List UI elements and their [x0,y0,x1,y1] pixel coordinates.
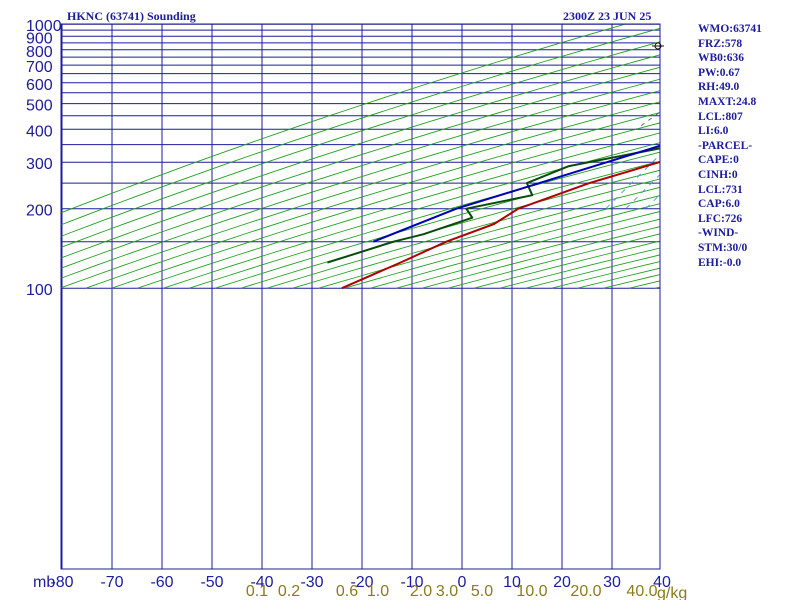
dry-adiabat [111,122,660,289]
dry-adiabat [473,240,660,289]
index-line: MAXT:24.8 [698,95,757,108]
pressure-tick-label: 700 [26,59,53,76]
dry-adiabat [189,151,660,289]
dry-adiabat [344,203,660,289]
pressure-tick-label: 800 [26,44,53,61]
mixing-ratio-label: 20.0 [570,583,601,600]
dry-adiabat [214,160,660,289]
dry-adiabat [61,41,660,237]
pressure-tick-label: 200 [26,203,53,220]
temperature-tick-label: -50 [200,574,223,591]
dry-adiabat [61,78,660,269]
temperature-tick-label: -40 [250,574,273,591]
wind-marker-group [652,42,664,50]
temperature-tick-label: -30 [300,574,323,591]
indices-panel: WMO:63741 FRZ:578 WB0:636 PW:0.67 RH:49.0 MAX… [698,22,798,270]
dry-adiabat [61,24,628,214]
index-line: CAP:6.0 [698,198,740,211]
dry-adiabat [137,132,660,289]
temperature-tick-label: -10 [400,574,423,591]
index-line: CINH:0 [698,168,738,181]
index-line: -WIND- [698,227,739,240]
temperature-line [341,160,660,290]
index-line: CAPE:0 [698,154,739,167]
mixing-ratio-label: 40.0 [626,583,657,600]
temperature-tick-label: 40 [653,574,671,591]
chart-title: HKNC (63741) Sounding [67,9,196,23]
mixing-ratio-unit: g/kg [657,585,687,600]
mixing-ratio-label: 1.0 [367,583,389,600]
pressure-tick-label: 600 [26,77,53,94]
temperature-tick-label: -70 [100,574,123,591]
index-line: LI:6.0 [698,125,729,138]
pressure-tick-label: 1000 [26,18,62,35]
dry-adiabat [61,90,660,279]
mixing-ratio-label: 0.6 [336,583,358,600]
temperature-tick-label: 30 [603,574,621,591]
index-line: -PARCEL- [698,139,753,152]
pressure-tick-label: 500 [26,98,53,115]
dry-adiabat [396,218,660,289]
pressure-tick-label: 400 [26,123,53,140]
index-line: WB0:636 [698,52,744,65]
mixing-ratio-label: 5.0 [471,583,493,600]
pressure-tick-label: 900 [26,30,53,47]
x-unit-label: mb [33,574,55,591]
dry-adiabat [163,142,660,289]
dewpoint-line [327,147,660,264]
index-line: LCL:731 [698,183,743,196]
dry-adiabat [61,54,660,248]
temperature-tick-label: -20 [350,574,373,591]
mixing-ratio-label: 2.0 [410,583,432,600]
chart-subtitle: 2300Z 23 JUN 25 [563,9,651,23]
dry-adiabat [292,186,660,289]
dry-adiabat [447,233,660,289]
index-line: RH:49.0 [698,81,740,94]
dry-adiabat [61,27,660,226]
mixing-ratio-label: 0.1 [246,583,268,600]
dry-adiabat [266,178,660,289]
dry-adiabat [61,66,660,259]
index-line: PW:0.67 [698,66,740,79]
dry-adiabat [421,226,660,289]
index-line: STM:30/0 [698,241,748,254]
index-line: LFC:726 [698,212,743,225]
plot-frame [60,23,661,570]
parcel-line [372,144,660,243]
pressure-tick-label: 300 [26,156,53,173]
temperature-tick-label: 0 [458,574,467,591]
mixing-ratio-label: 0.2 [278,583,300,600]
mixing-ratio-label: 3.0 [436,583,458,600]
index-line: EHI:-0.0 [698,256,742,269]
index-line: WMO:63741 [698,23,762,35]
temperature-tick-label: 10 [503,574,521,591]
temperature-tick-label: -60 [150,574,173,591]
dry-adiabat [318,195,660,289]
temperature-tick-label: -80 [50,574,73,591]
sounding-traces [327,144,660,290]
dry-adiabat [85,112,660,289]
index-line: LCL:807 [698,110,743,123]
pressure-tick-label: 100 [26,282,53,299]
dry-adiabat [370,211,660,289]
mixing-ratio-label: 10.0 [516,583,547,600]
background-grid [61,24,660,569]
temperature-tick-label: 20 [553,574,571,591]
dry-adiabat [61,101,660,289]
index-line: FRZ:578 [698,37,743,50]
